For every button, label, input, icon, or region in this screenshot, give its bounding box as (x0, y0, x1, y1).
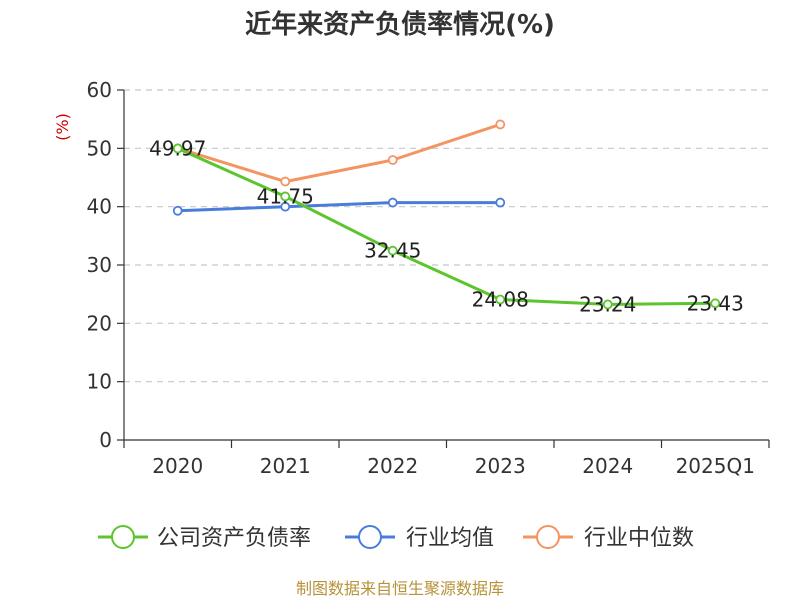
chart-title: 近年来资产负债率情况(%) (245, 9, 555, 40)
data-point (495, 197, 506, 208)
legend: 公司资产负债率 行业均值 行业中位数 (98, 525, 694, 551)
y-tick-label: 30 (87, 253, 112, 277)
x-tick-label: 2024 (582, 454, 633, 478)
source-note: 制图数据来自恒生聚源数据库 (296, 579, 504, 598)
legend-marker (358, 525, 382, 549)
series-line (177, 122, 501, 184)
data-label: 23.43 (687, 291, 744, 315)
data-point (280, 191, 291, 202)
legend-label: 公司资产负债率 (157, 526, 311, 551)
data-point (710, 298, 721, 309)
y-axis-unit-label: (%) (53, 113, 72, 141)
data-point (172, 205, 183, 216)
y-tick-label: 0 (99, 428, 112, 452)
data-point (495, 294, 506, 305)
data-point (280, 201, 291, 212)
data-point (280, 176, 291, 187)
x-tick-label: 2022 (367, 454, 418, 478)
data-point (387, 197, 398, 208)
x-tick-label: 2020 (152, 454, 203, 478)
data-point (172, 143, 183, 154)
legend-label: 行业中位数 (584, 526, 694, 551)
series-lines (172, 119, 721, 310)
legend-item: 公司资产负债率 (98, 525, 311, 551)
x-tick-label: 2021 (260, 454, 311, 478)
data-point (602, 299, 613, 310)
x-tick-label: 2025Q1 (676, 454, 755, 478)
data-label: 23.24 (579, 292, 636, 316)
y-tick-label: 10 (87, 370, 112, 394)
legend-marker (111, 525, 135, 549)
gridlines (124, 89, 769, 383)
data-label: 32.45 (364, 239, 421, 263)
data-label: 49.97 (149, 137, 206, 161)
legend-item: 行业均值 (345, 525, 494, 551)
y-tick-label: 20 (87, 311, 112, 335)
y-tick-label: 50 (87, 136, 112, 160)
y-tick-label: 60 (87, 78, 112, 102)
axes: 0 10 20 30 40 50 60 2020 2021 2022 2023 2024 2025Q1 (87, 78, 770, 478)
data-labels: 49.97 41.75 32.45 24.08 23.24 23.43 (149, 137, 744, 317)
data-label: 41.75 (257, 184, 314, 208)
y-tick-label: 40 (87, 195, 112, 219)
data-point (387, 155, 398, 165)
data-point (495, 119, 506, 130)
legend-label: 行业均值 (406, 526, 494, 551)
legend-marker (536, 525, 560, 549)
series-line (177, 201, 501, 213)
data-label: 24.08 (472, 288, 529, 312)
legend-item: 行业中位数 (523, 525, 694, 551)
series-line (177, 147, 716, 306)
x-tick-label: 2023 (475, 454, 526, 478)
data-point (387, 245, 398, 256)
